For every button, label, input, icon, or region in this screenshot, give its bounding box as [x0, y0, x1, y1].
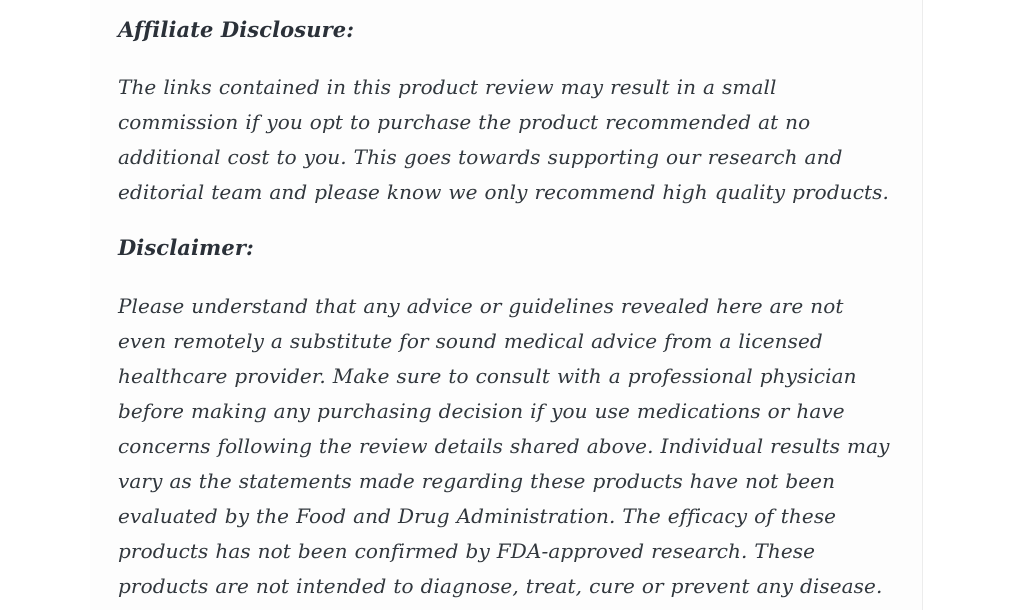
affiliate-disclosure-paragraph: The links contained in this product revi… [118, 75, 889, 205]
disclaimer-paragraph: Please understand that any advice or gui… [118, 293, 890, 598]
article-content-column: Affiliate Disclosure: The links containe… [90, 0, 923, 610]
affiliate-disclosure-heading: Affiliate Disclosure: [118, 17, 355, 42]
disclaimer-heading: Disclaimer: [118, 235, 254, 261]
